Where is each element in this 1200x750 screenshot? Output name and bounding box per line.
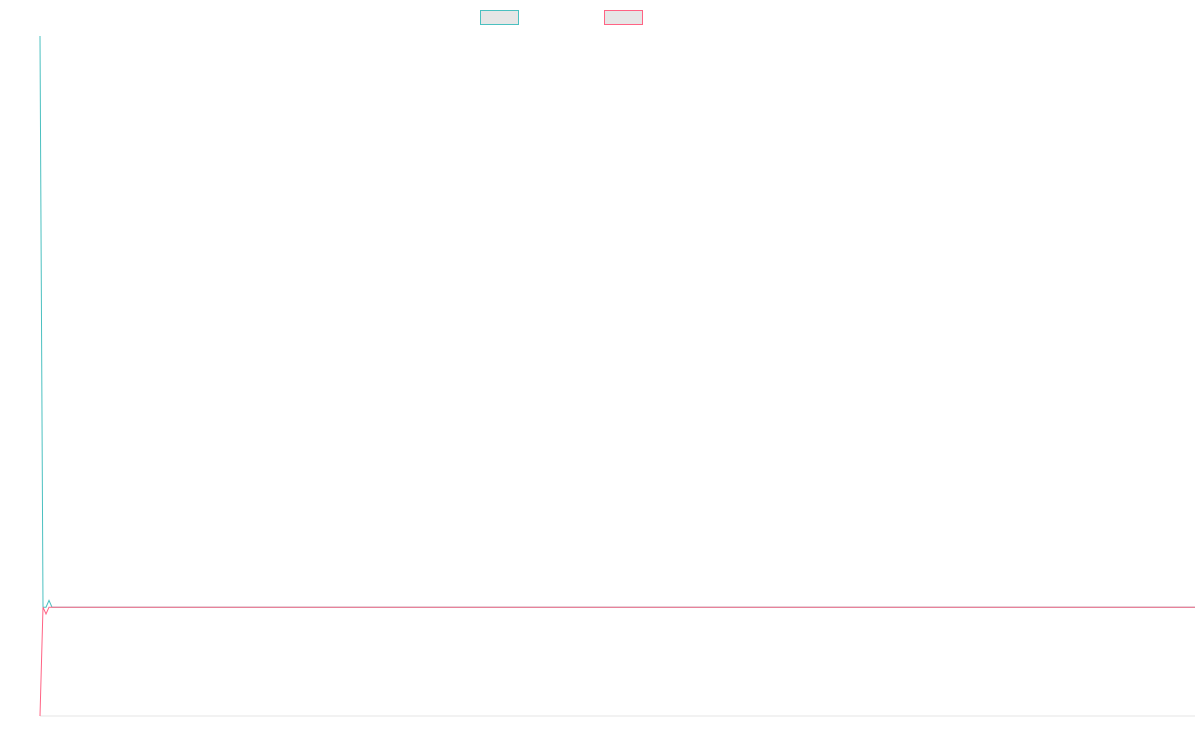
series-line-1 [39, 35, 1195, 608]
legend-item-series-2[interactable] [604, 9, 651, 27]
legend-item-series-1[interactable] [480, 9, 527, 27]
series-layer [39, 35, 1195, 717]
legend-swatch-series-2 [604, 10, 643, 26]
chart-legend [0, 9, 1200, 27]
legend-swatch-series-1 [480, 10, 519, 26]
series-line-2 [39, 606, 1195, 717]
